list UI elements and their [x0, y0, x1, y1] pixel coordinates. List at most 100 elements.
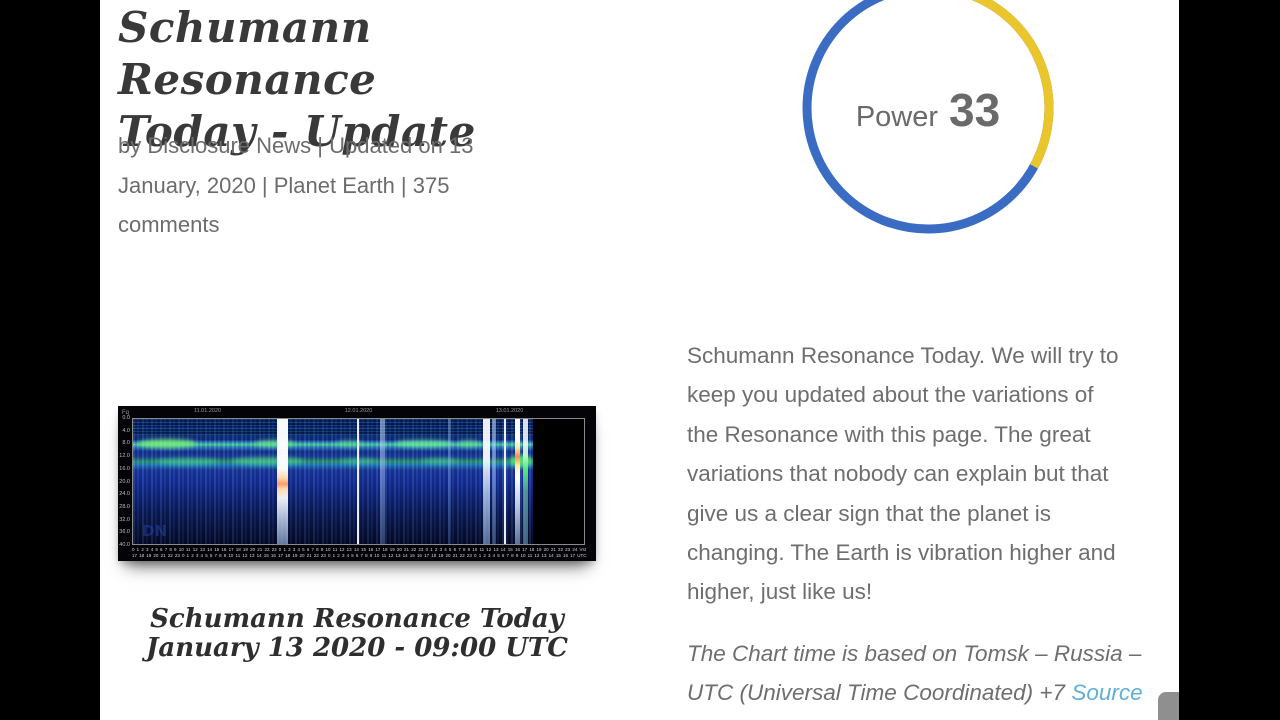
spectrogram-freq-axis-label: Fq [122, 410, 130, 416]
note-line2: UTC (Universal Time Coordinated) +7 Sour… [687, 673, 1167, 712]
hour-tick: 9 [223, 552, 227, 558]
hour-tick: 7 [458, 546, 461, 552]
spectrogram-glow-blob [394, 439, 454, 448]
hour-tick: 7 [311, 546, 314, 552]
hour-tick: 10 [325, 546, 331, 552]
hour-tick: 15 [507, 546, 513, 552]
spectrogram-nodata-region [532, 419, 584, 544]
hour-tick: 13 [395, 552, 401, 558]
freq-tick: 32.0 [119, 516, 130, 523]
hour-tick: 20 [543, 546, 549, 552]
hour-tick: 4 [346, 552, 350, 558]
hour-tick: 18 [235, 546, 241, 552]
hour-tick: 7 [164, 546, 168, 552]
hour-tick: 22 [264, 546, 270, 552]
hour-tick: 20 [396, 546, 402, 552]
hour-tick: 8 [219, 552, 222, 558]
byline-line2: January, 2020 | Planet Earth | 375 [118, 172, 450, 198]
hour-tick: 17 [132, 552, 138, 558]
note-line1: The Chart time is based on Tomsk – Russi… [687, 641, 1142, 666]
hour-tick: 22 [558, 546, 564, 552]
hour-tick: 13 [541, 552, 547, 558]
spectrogram-stripe [503, 419, 506, 544]
source-link[interactable]: Source [1071, 680, 1143, 706]
hour-tick: 14 [256, 552, 262, 558]
hour-tick: 2 [483, 552, 486, 558]
hour-tick: 4 [150, 546, 154, 552]
hour-tick: 18 [529, 546, 535, 552]
hour-tick: 19 [536, 546, 542, 552]
hour-tick: 12 [388, 552, 394, 558]
hour-tick: 10 [520, 552, 526, 558]
hour-tick: 1 [186, 552, 190, 558]
letterbox-left [0, 0, 100, 720]
hour-tick: 2 [337, 552, 340, 558]
power-gauge-label: Power [855, 101, 939, 133]
hour-tick: 3 [146, 546, 149, 552]
hour-tick: 23 [418, 546, 424, 552]
hour-tick: 17 [278, 552, 284, 558]
hour-tick: 24 [572, 546, 578, 552]
spectrogram-glow-blob [232, 456, 305, 466]
date-label: 12.01.2020 [344, 408, 373, 414]
hour-tick: 12 [242, 552, 248, 558]
byline: by Disclosure News | Updated on 13 Janua… [118, 126, 548, 245]
spectrogram-stripe [276, 419, 288, 544]
hour-tick: 10 [374, 552, 380, 558]
hour-tick: 0 [328, 552, 331, 558]
hour-tick: 11 [235, 552, 241, 558]
hour-tick: 6 [160, 546, 163, 552]
hour-tick: 8 [316, 546, 319, 552]
hour-tick: 5 [448, 546, 452, 552]
freq-tick: 12.0 [119, 453, 130, 460]
hour-tick: 12 [486, 546, 492, 552]
hour-tick: 2 [434, 546, 438, 552]
hour-tick: 11 [479, 546, 485, 552]
hour-tick: 22 [313, 552, 319, 558]
hour-tick: 1 [430, 546, 433, 552]
hour-tick: 6 [306, 546, 310, 552]
spectrogram-stripe [380, 419, 385, 544]
hour-tick: 11 [527, 552, 533, 558]
spectrogram-stripe [522, 419, 529, 544]
freq-tick: 8.0 [122, 440, 130, 447]
hour-tick: 16 [221, 546, 227, 552]
hour-tick: 6 [355, 552, 359, 558]
hour-tick: 2 [191, 552, 194, 558]
image-caption: Schumann Resonance Today January 13 2020… [118, 605, 596, 663]
spectrogram-stripe [447, 419, 451, 544]
hour-tick: 10 [228, 552, 234, 558]
spectrogram-stripe [514, 419, 521, 544]
date-label: 11.01.2020 [193, 408, 222, 414]
freq-tick: 40.0 [119, 542, 130, 548]
hour-tick: 14 [500, 546, 506, 552]
hour-tick: 9 [515, 552, 519, 558]
spectrogram-glow-blob [155, 457, 219, 466]
hour-tick: 20 [445, 552, 451, 558]
spectrogram-glow-blob [421, 457, 458, 464]
hour-tick: 14 [353, 546, 359, 552]
hour-tick: 1 [332, 552, 336, 558]
hour-tick: 11 [381, 552, 387, 558]
hour-tick: 7 [506, 552, 510, 558]
image-caption-line2: January 13 2020 - 09:00 UTC [146, 633, 568, 663]
spectrogram-plot-area: DN [132, 418, 585, 545]
hour-tick: 18 [139, 552, 145, 558]
hour-tick: 0 [181, 552, 185, 558]
hour-tick: 15 [409, 552, 415, 558]
hour-tick: 15 [214, 546, 220, 552]
hour-tick: 14 [207, 546, 213, 552]
spectrogram-glow-blob [254, 439, 296, 448]
spectrogram-image[interactable]: Fq 0.0 4.0 8.0 12.0 16.0 20.0 24.0 28.0 32.0 36.0… [118, 406, 596, 561]
hour-tick: 13 [199, 546, 205, 552]
chart-time-note: The Chart time is based on Tomsk – Russi… [687, 634, 1167, 713]
hour-tick: 13 [493, 546, 499, 552]
hour-tick: 1 [283, 546, 286, 552]
hour-tick: 21 [257, 546, 263, 552]
hour-tick: 0 [278, 546, 282, 552]
freq-tick: 16.0 [119, 465, 130, 472]
hour-tick: 0 [474, 552, 477, 558]
paragraph-line: Schumann Resonance Today. We will try to [687, 343, 1119, 368]
hour-tick: 14 [402, 552, 408, 558]
hour-tick: 20 [250, 546, 256, 552]
